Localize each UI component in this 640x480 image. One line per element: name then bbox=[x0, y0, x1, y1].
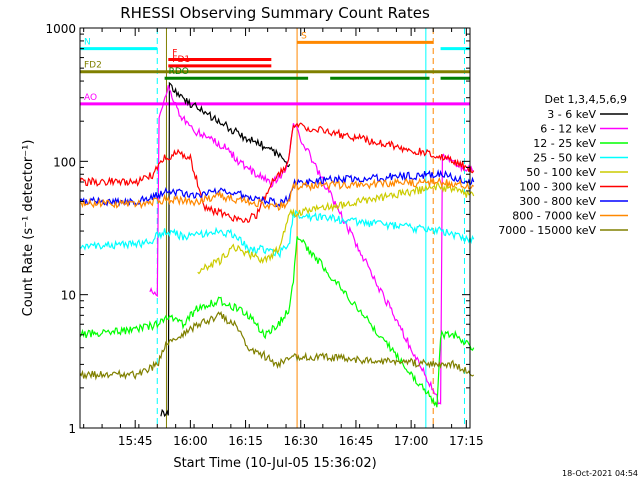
x-axis-ticks: 15:45 16:00 16:15 16:30 16:45 17:00 17:15 bbox=[83, 28, 484, 448]
legend-title: Det 1,3,4,5,6,9 bbox=[544, 93, 627, 106]
legend-label-25-50-kev: 25 - 50 keV bbox=[533, 152, 596, 165]
legend-label-6-12-kev: 6 - 12 keV bbox=[540, 123, 596, 136]
legend-label-50-100-kev: 50 - 100 keV bbox=[526, 166, 596, 179]
flag-label-fd1: FD1 bbox=[172, 55, 190, 65]
flag-label-s: S bbox=[301, 31, 307, 41]
series-line-300-800-kev bbox=[79, 169, 475, 209]
series-line-50-100-kev bbox=[197, 182, 475, 275]
legend-label-12-25-kev: 12 - 25 keV bbox=[533, 137, 596, 150]
x-tick-label-16-45: 16:45 bbox=[339, 434, 374, 448]
flag-label-rdo: RDO bbox=[169, 67, 189, 77]
flag-label-fd2: FD2 bbox=[84, 61, 102, 71]
legend-label-100-300-kev: 100 - 300 keV bbox=[519, 181, 596, 194]
legend-label-800-7000-kev: 800 - 7000 keV bbox=[512, 210, 596, 223]
legend-label-300-800-kev: 300 - 800 keV bbox=[519, 195, 596, 208]
x-tick-label-17-15: 17:15 bbox=[449, 434, 484, 448]
series-lines bbox=[79, 81, 475, 418]
series-line-100-300-kev bbox=[79, 122, 475, 224]
timestamp: 18-Oct-2021 04:54 bbox=[562, 469, 638, 478]
x-tick-label-16-30: 16:30 bbox=[283, 434, 318, 448]
series-line-12-25-kev bbox=[79, 236, 475, 408]
flag-label-n: N bbox=[84, 38, 91, 48]
y-tick-label-10: 10 bbox=[61, 289, 76, 303]
y-tick-label-100: 100 bbox=[53, 155, 76, 169]
flag-label-ao: AO bbox=[84, 93, 97, 103]
x-tick-label-17-00: 17:00 bbox=[394, 434, 429, 448]
plot-frame bbox=[79, 27, 471, 429]
series-line-800-7000-kev bbox=[79, 176, 475, 212]
y-tick-label-1: 1 bbox=[68, 422, 76, 436]
legend-label-7000-15000-kev: 7000 - 15000 keV bbox=[498, 224, 596, 237]
x-tick-label-16-00: 16:00 bbox=[173, 434, 208, 448]
x-tick-label-15-45: 15:45 bbox=[118, 434, 153, 448]
series-line-6-12-kev bbox=[149, 85, 474, 405]
y-tick-label-1000: 1000 bbox=[45, 22, 76, 36]
flag-label-f: F bbox=[172, 49, 177, 59]
y-axis-ticks: 1 10 100 1000 bbox=[45, 22, 470, 436]
series-line-7000-15000-kev bbox=[79, 310, 475, 381]
chart-title: RHESSI Observing Summary Count Rates bbox=[120, 4, 430, 22]
legend-label-3-6-kev: 3 - 6 keV bbox=[547, 108, 596, 121]
y-axis-label: Count Rate (s⁻¹ detector⁻¹) bbox=[21, 140, 36, 317]
x-axis-label: Start Time (10-Jul-05 15:36:02) bbox=[173, 456, 376, 471]
series-line-3-6-kev bbox=[160, 81, 291, 418]
x-tick-label-16-15: 16:15 bbox=[228, 434, 263, 448]
